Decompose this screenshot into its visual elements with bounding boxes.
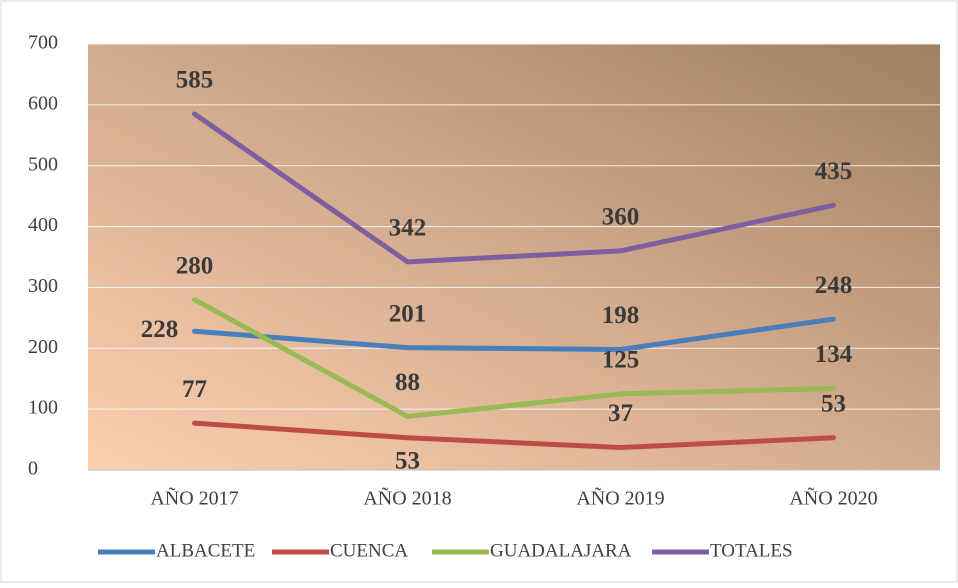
- data-label: 37: [608, 400, 633, 427]
- data-label: 228: [141, 316, 179, 343]
- series-line: [192, 111, 836, 265]
- data-label: 53: [395, 447, 420, 474]
- y-tick-label: 500: [28, 153, 58, 175]
- x-tick-label: AÑO 2019: [576, 486, 664, 510]
- x-tick-label: AÑO 2020: [789, 486, 877, 510]
- data-label: 125: [602, 347, 640, 374]
- y-tick-label: 700: [28, 32, 58, 54]
- data-label: 342: [389, 215, 427, 242]
- y-tick-label: 300: [28, 275, 58, 297]
- legend-label: CUENCA: [330, 540, 408, 561]
- y-tick-label: 600: [28, 92, 58, 114]
- legend-label: TOTALES: [710, 540, 793, 561]
- legend-label: ALBACETE: [156, 540, 255, 561]
- y-tick-label: 200: [28, 336, 58, 358]
- data-label: 248: [815, 272, 853, 299]
- data-label: 134: [815, 341, 853, 368]
- data-label: 77: [182, 376, 207, 403]
- data-label: 88: [395, 369, 420, 396]
- data-label: 435: [815, 158, 853, 185]
- x-tick-label: AÑO 2018: [363, 486, 451, 510]
- series-line: [192, 420, 836, 450]
- series-line: [192, 316, 836, 353]
- data-label: 360: [602, 204, 640, 231]
- data-label: 280: [176, 252, 214, 279]
- legend-label: GUADALAJARA: [490, 540, 632, 561]
- data-label: 201: [389, 300, 427, 327]
- y-tick-label: 400: [28, 214, 58, 236]
- x-tick-label: AÑO 2017: [150, 486, 238, 510]
- y-tick-label: 0: [28, 458, 38, 480]
- data-label: 585: [176, 67, 214, 94]
- data-label: 198: [602, 302, 640, 329]
- data-label: 53: [821, 390, 846, 417]
- y-tick-label: 100: [28, 397, 58, 419]
- legend: ALBACETE CUENCA GUADALAJARA TOTALES: [98, 540, 793, 561]
- series-line: [192, 297, 836, 419]
